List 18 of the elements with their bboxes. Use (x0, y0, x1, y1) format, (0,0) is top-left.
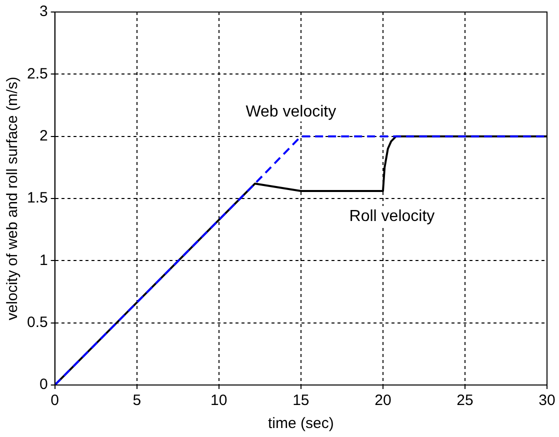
x-tick-label: 0 (50, 392, 60, 410)
y-tick-label: 1 (40, 252, 48, 269)
y-axis-title: velocity of web and roll surface (m/s) (4, 76, 22, 320)
y-tick-label: 0 (40, 376, 48, 394)
y-tick-label: 0.5 (26, 314, 48, 331)
x-tick-label: 20 (374, 392, 392, 410)
series-label: Roll velocity (349, 208, 435, 226)
x-tick-label: 30 (538, 392, 556, 410)
x-axis-title: time (sec) (268, 415, 334, 432)
series-label: Web velocity (246, 103, 336, 120)
y-tick-label: 3 (40, 3, 48, 20)
x-tick-label: 15 (292, 392, 310, 410)
x-tick-label: 25 (456, 392, 474, 410)
y-tick-label: 1.5 (26, 190, 48, 207)
y-tick-label: 2 (40, 127, 48, 144)
x-tick-label: 10 (210, 392, 228, 410)
x-tick-label: 5 (132, 392, 142, 410)
y-tick-label: 2.5 (26, 65, 48, 82)
